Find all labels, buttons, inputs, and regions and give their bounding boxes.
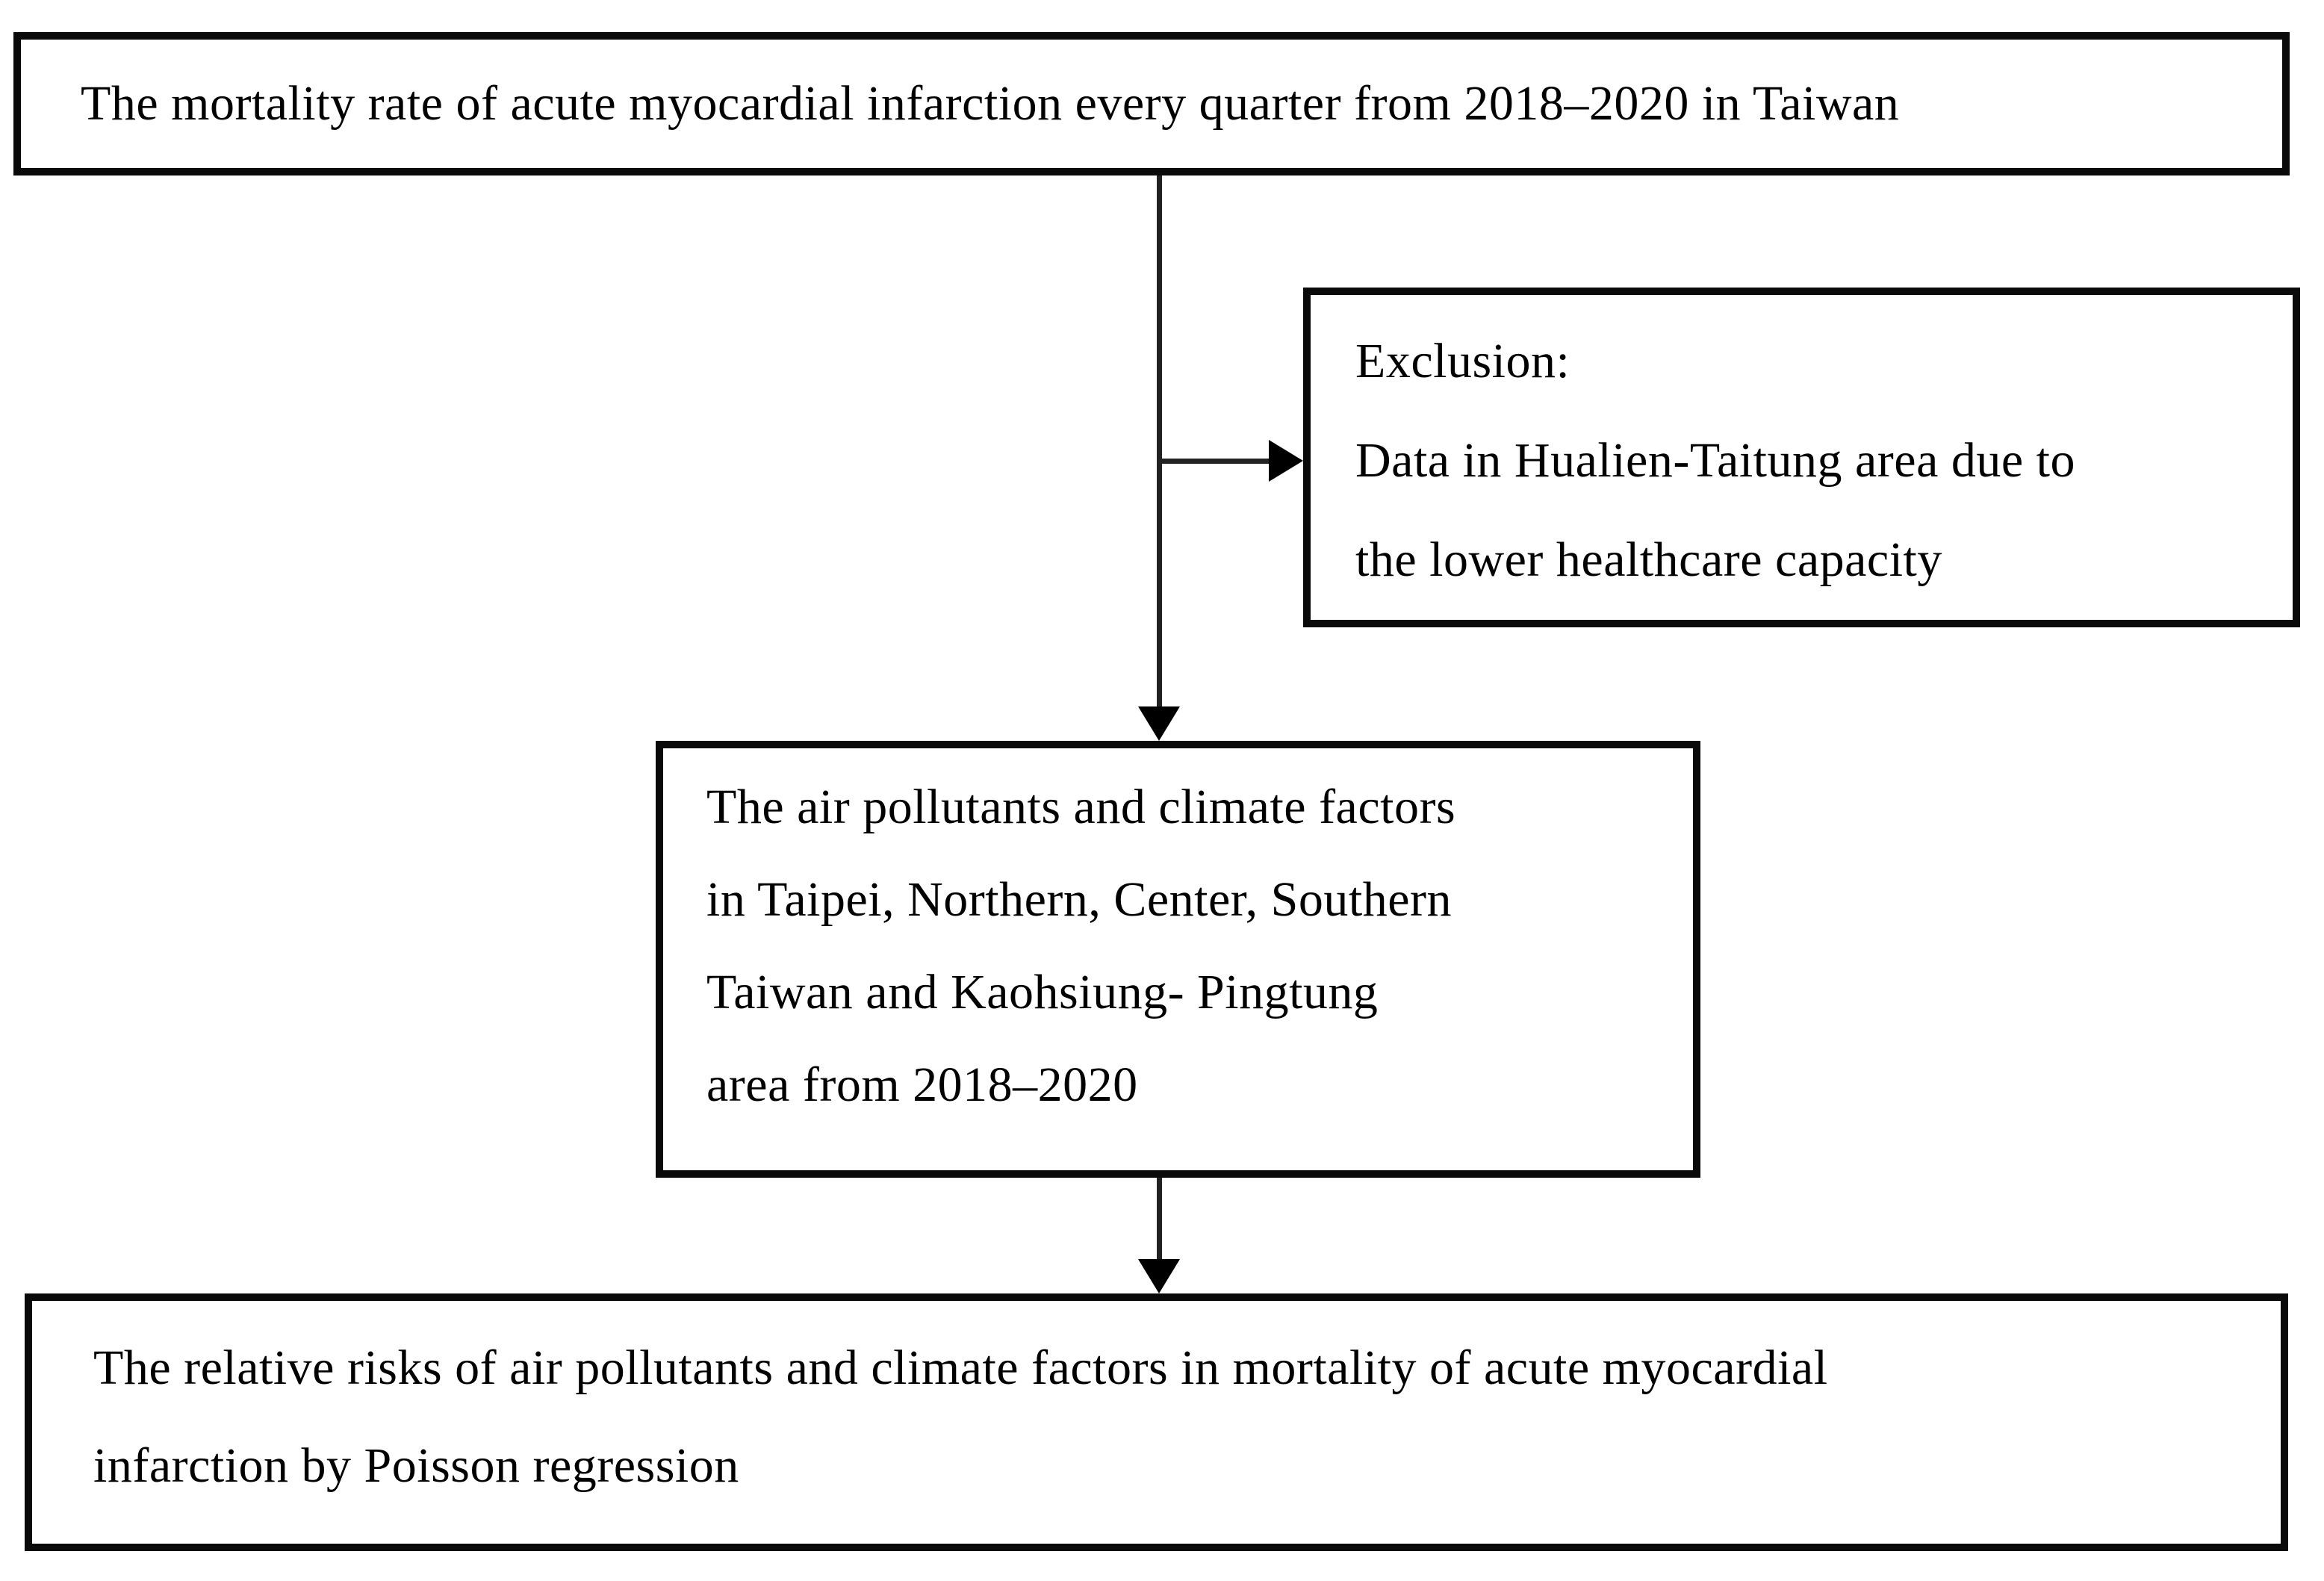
connector-mortality-to-pollutants [1157, 176, 1162, 709]
box-text-line: The air pollutants and climate factors [706, 780, 1456, 834]
connector-branch-to-exclusion [1159, 459, 1271, 464]
box-text-line: Data in Hualien-Taitung area due to [1355, 433, 2075, 488]
box-text-line: Exclusion: [1355, 334, 1570, 388]
box-air-pollutants: The air pollutants and climate factors i… [656, 741, 1700, 1178]
box-text-line: infarction by Poisson regression [93, 1438, 739, 1493]
box-text-line: The mortality rate of acute myocardial i… [81, 76, 1900, 131]
arrow-down-head-pollutants [1138, 706, 1180, 741]
box-text-line: in Taipei, Northern, Center, Southern [706, 872, 1452, 927]
arrow-right-head-exclusion [1269, 440, 1303, 482]
box-text-line: the lower healthcare capacity [1355, 532, 1942, 587]
arrow-down-head-risks [1138, 1259, 1180, 1293]
box-text-line: area from 2018–2020 [706, 1057, 1138, 1112]
connector-pollutants-to-risks [1157, 1178, 1162, 1262]
box-text-line: Taiwan and Kaohsiung- Pingtung [706, 965, 1379, 1019]
box-mortality-rate: The mortality rate of acute myocardial i… [13, 32, 2290, 176]
box-exclusion: Exclusion: Data in Hualien-Taitung area … [1303, 288, 2300, 627]
box-relative-risks: The relative risks of air pollutants and… [25, 1293, 2288, 1551]
box-text-line: The relative risks of air pollutants and… [93, 1341, 1828, 1395]
